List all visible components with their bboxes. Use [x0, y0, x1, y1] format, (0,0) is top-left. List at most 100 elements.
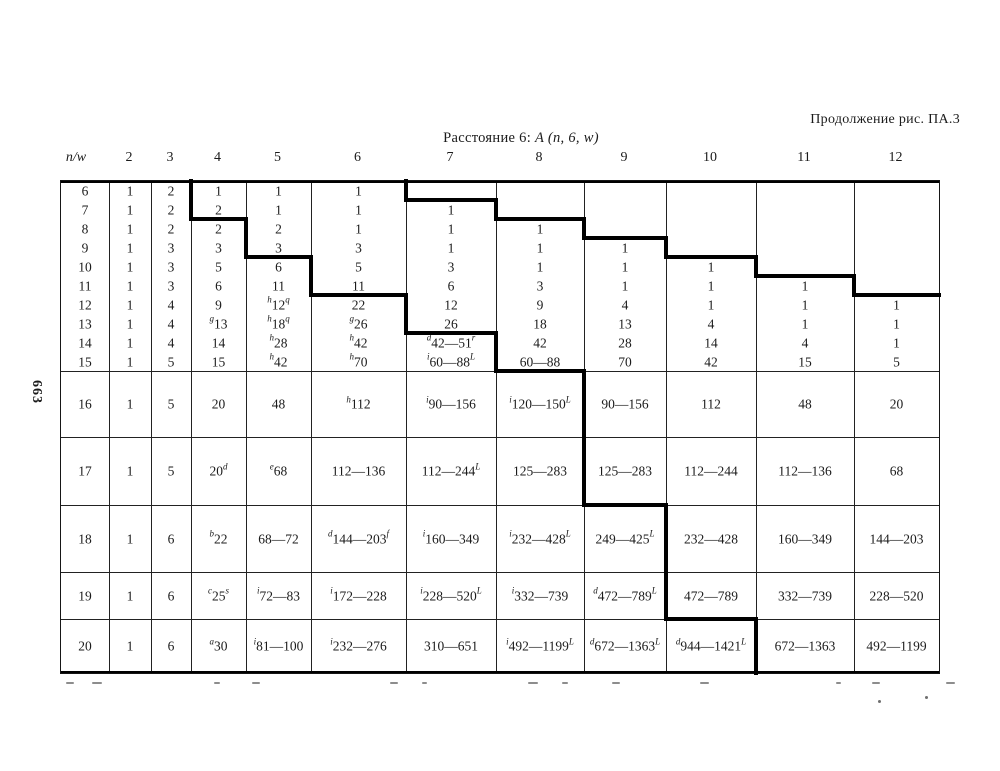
cell-n8-w3: 2: [167, 220, 175, 236]
stair-boundary-left: [582, 369, 586, 507]
cell-n11-w2: 1: [126, 277, 134, 293]
table-title-formula: A (n, 6, w): [535, 130, 599, 146]
cell-n8-w4: 2: [215, 220, 222, 236]
cell-n10-w6: 5: [355, 258, 362, 274]
cell-n14-w11: 4: [801, 334, 809, 350]
cell-n14-w4: 14: [211, 334, 226, 350]
cell-n16-w4: 20: [211, 396, 226, 412]
cell-n12-w7: 12: [444, 296, 458, 312]
cell-n14-w3: 4: [167, 334, 175, 350]
cell-n20-w3: 6: [167, 638, 175, 654]
cell-n13-w9: 13: [618, 315, 632, 331]
row-label-7: 7: [81, 201, 89, 217]
stair-boundary-left: [494, 331, 498, 373]
cell-n6-w3: 2: [167, 182, 175, 198]
cell-n17-w10: 112—244: [684, 463, 738, 479]
cell-n14-w7: d42—51r: [426, 332, 476, 350]
col-header-11: 11: [797, 150, 811, 165]
cell-n11-w6: 11: [352, 277, 365, 293]
cell-n20-w7: 310—651: [424, 638, 478, 654]
cell-n16-w10: 112: [701, 396, 721, 412]
cell-n9-w4: 3: [215, 239, 222, 255]
cell-n19-w5: i72—83: [256, 585, 301, 603]
cell-n13-w6: g26: [349, 313, 368, 331]
col-header-5: 5: [274, 150, 281, 165]
stair-boundary-right: [404, 198, 498, 202]
cell-n19-w12: 228—520: [869, 587, 924, 603]
cell-n6-w6: 1: [355, 182, 362, 198]
cell-n16-w6: h112: [346, 393, 371, 412]
continuation-caption: Продолжение рис. ПА.3: [810, 112, 960, 127]
cell-n18-w3: 6: [167, 530, 175, 546]
cell-n19-w11: 332—739: [778, 587, 832, 603]
row-label-11: 11: [78, 277, 92, 293]
cell-n19-w3: 6: [167, 587, 175, 603]
table-bottom-border: [61, 670, 939, 673]
cell-n8-w6: 1: [355, 220, 362, 236]
cell-n14-w8: 42: [533, 334, 547, 350]
stair-boundary-right: [852, 293, 941, 297]
cell-n13-w3: 4: [167, 315, 175, 331]
cell-n7-w7: 1: [447, 201, 455, 217]
cell-n15-w11: 15: [798, 353, 812, 369]
cell-n17-w6: 112—136: [331, 463, 386, 479]
stair-boundary-left: [244, 217, 248, 259]
cell-n6-w2: 1: [126, 182, 134, 198]
scan-speck: [925, 696, 928, 699]
stair-boundary-right: [494, 198, 498, 221]
stair-boundary-right: [664, 236, 668, 259]
cell-n11-w4: 6: [215, 277, 222, 293]
cell-n11-w7: 6: [447, 277, 455, 293]
table-title-text: Расстояние 6:: [443, 130, 532, 146]
stair-boundary-left: [494, 369, 586, 373]
cell-n18-w9: 249—425L: [595, 528, 655, 546]
cell-n14-w9: 28: [618, 334, 632, 350]
column-rule: [755, 181, 757, 673]
cell-n8-w2: 1: [126, 220, 134, 236]
cell-n11-w11: 1: [801, 277, 809, 293]
row-label-15: 15: [78, 353, 92, 369]
cell-n9-w3: 3: [167, 239, 175, 255]
cell-n10-w8: 1: [536, 258, 544, 274]
cell-n10-w7: 3: [447, 258, 455, 274]
row-label-6: 6: [81, 182, 89, 198]
column-rule: [190, 181, 192, 673]
cell-n14-w12: 1: [893, 334, 900, 350]
cell-n19-w2: 1: [126, 587, 134, 603]
cell-n19-w4: c25s: [207, 585, 230, 603]
cell-n13-w2: 1: [126, 315, 134, 331]
stair-boundary-left: [309, 255, 313, 297]
cell-n17-w2: 1: [126, 463, 134, 479]
cell-n9-w5: 3: [275, 239, 282, 255]
stair-boundary-left: [404, 293, 408, 335]
stair-boundary-left: [189, 179, 193, 221]
column-rule: [245, 181, 247, 673]
cell-n19-w6: i172—228: [330, 585, 387, 603]
scan-noise-mark: [66, 682, 74, 684]
cell-n10-w9: 1: [621, 258, 629, 274]
row-label-18: 18: [78, 530, 92, 546]
stair-boundary-right: [754, 274, 856, 278]
cell-n17-w7: 112—244L: [421, 460, 481, 479]
scan-noise-mark: [390, 682, 398, 684]
data-table: 6 1 2 1 1 1 7 1 2 2 1 1 1 8 1 2 2 2 1 1 1 9 1 3 3 3 3 1 1 1 10 1 3 5 6 5 3 1 1…: [60, 179, 941, 675]
cell-n12-w11: 1: [801, 296, 809, 312]
col-header-4: 4: [214, 150, 221, 165]
scan-noise-mark: [92, 682, 102, 684]
cell-n8-w8: 1: [536, 220, 544, 236]
row-label-13: 13: [78, 315, 92, 331]
cell-n13-w12: 1: [893, 315, 900, 331]
row-label-14: 14: [78, 334, 92, 350]
col-header-6: 6: [354, 150, 361, 165]
cell-n15-w6: h70: [349, 351, 368, 369]
cell-n9-w9: 1: [621, 239, 629, 255]
cell-n14-w10: 14: [704, 334, 718, 350]
scan-noise-mark: [422, 682, 427, 684]
stair-boundary-right: [404, 179, 408, 202]
row-rule: [61, 571, 939, 573]
scan-noise-mark: [946, 682, 955, 684]
cell-n13-w10: 4: [707, 315, 715, 331]
cell-n14-w2: 1: [126, 334, 134, 350]
stair-boundary-left: [582, 503, 668, 507]
cell-n16-w2: 1: [126, 396, 134, 412]
